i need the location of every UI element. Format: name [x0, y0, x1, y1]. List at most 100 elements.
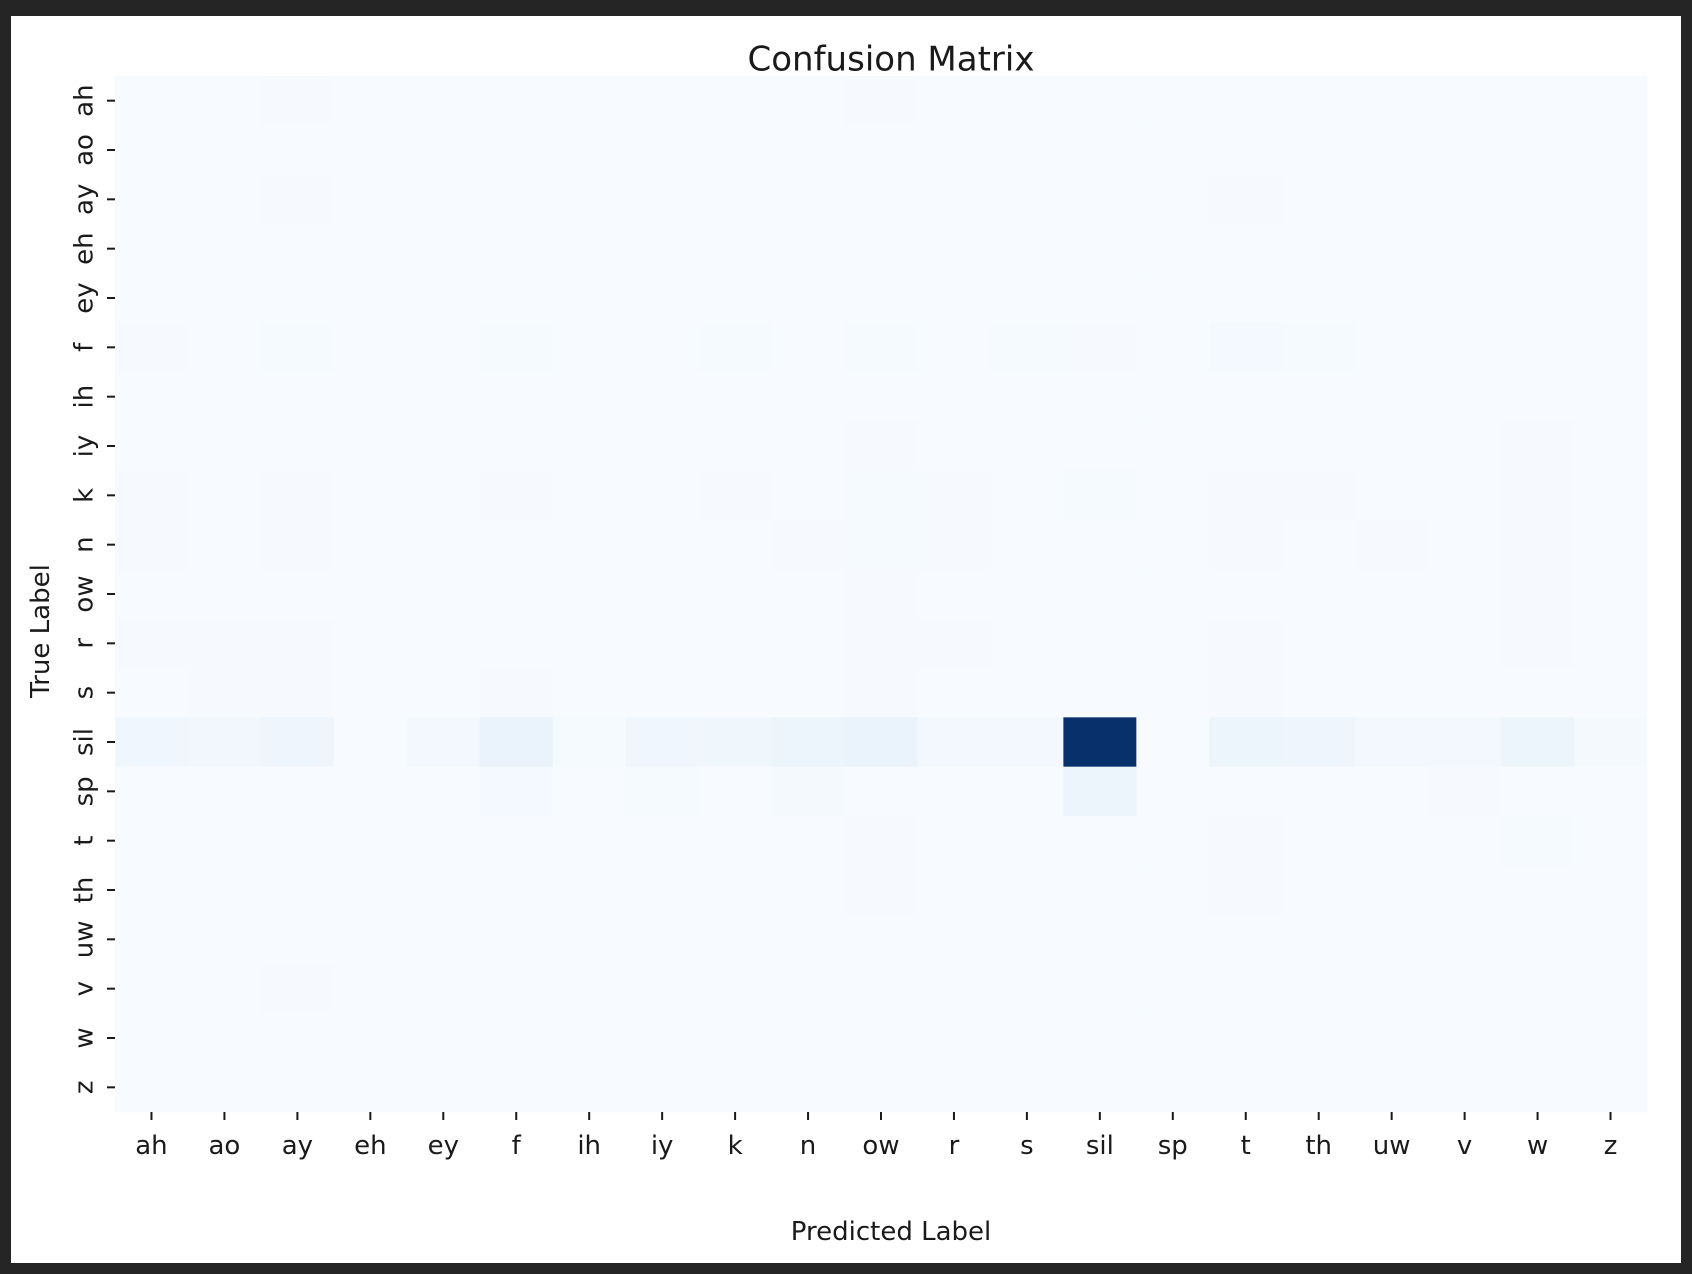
- heatmap-cell-ow-k: [698, 569, 773, 620]
- heatmap-cell-w-ih: [552, 1013, 627, 1064]
- x-tick-label: ay: [282, 1131, 313, 1161]
- heatmap-cell-f-uw: [1355, 322, 1429, 373]
- heatmap-cell-iy-z: [1574, 421, 1648, 472]
- heatmap-cell-s-f: [479, 668, 554, 718]
- heatmap-cell-t-th: [1282, 816, 1356, 866]
- heatmap-cell-ey-sp: [1136, 273, 1210, 324]
- heatmap-cell-r-s: [990, 618, 1064, 669]
- heatmap-cell-r-sil: [1063, 618, 1137, 669]
- x-tick-label: t: [1241, 1131, 1251, 1161]
- heatmap-cell-ah-sil: [1063, 76, 1137, 126]
- heatmap-cell-r-eh: [333, 618, 408, 669]
- heatmap-cell-ey-ey: [406, 273, 481, 324]
- heatmap-cell-v-sil: [1063, 964, 1137, 1014]
- heatmap-cell-w-th: [1282, 1013, 1356, 1064]
- heatmap-cell-uw-sil: [1063, 914, 1137, 965]
- x-axis: ah ao ay eh ey f ih iy k n ow r s sil sp t th uw v w z: [135, 1112, 1617, 1161]
- y-tick-label: v: [70, 981, 100, 996]
- heatmap-cell-k-ey: [406, 470, 481, 521]
- heatmap-cell-n-ay: [260, 520, 335, 570]
- heatmap-cell-ah-ey: [406, 76, 481, 126]
- heatmap-cell-sil-f: [479, 717, 554, 768]
- heatmap-cell-r-ao: [187, 618, 262, 669]
- x-tick-label: uw: [1373, 1131, 1411, 1161]
- y-tick-label: ey: [70, 282, 100, 313]
- heatmap-cell-f-ey: [406, 322, 481, 373]
- heatmap-cell-k-ay: [260, 470, 335, 521]
- heatmap-cell-ao-f: [479, 125, 554, 176]
- heatmap-cell-n-ih: [552, 520, 627, 570]
- heatmap-cell-t-v: [1428, 816, 1502, 866]
- heatmap-cell-s-ih: [552, 668, 627, 718]
- heatmap-cell-ao-k: [698, 125, 773, 176]
- heatmap-cell-ay-ao: [187, 174, 262, 225]
- heatmap-cell-f-ay: [260, 322, 335, 373]
- heatmap-cell-ay-t: [1209, 174, 1283, 225]
- heatmap-cell-r-v: [1428, 618, 1502, 669]
- heatmap-cell-w-s: [990, 1013, 1064, 1064]
- heatmap-cell-ey-s: [990, 273, 1064, 324]
- heatmap-cell-uw-v: [1428, 914, 1502, 965]
- heatmap-cell-ay-eh: [333, 174, 408, 225]
- heatmap-cell-ay-w: [1501, 174, 1575, 225]
- heatmap-cell-f-ih: [552, 322, 627, 373]
- heatmap-cell-s-ow: [844, 668, 918, 718]
- heatmap-cell-ow-sil: [1063, 569, 1137, 620]
- x-tick-label: iy: [651, 1131, 674, 1161]
- heatmap-cell-v-ey: [406, 964, 481, 1014]
- heatmap-cell-ey-iy: [625, 273, 700, 324]
- heatmap-cell-ow-ow: [844, 569, 918, 620]
- heatmap-cell-f-th: [1282, 322, 1356, 373]
- heatmap-cell-f-iy: [625, 322, 700, 373]
- heatmap-cell-ao-w: [1501, 125, 1575, 176]
- heatmap-cell-iy-k: [698, 421, 773, 472]
- heatmap-cell-ay-z: [1574, 174, 1648, 225]
- x-tick-label: v: [1457, 1131, 1472, 1161]
- heatmap-cell-t-ah: [115, 816, 189, 866]
- y-tick-label: s: [70, 686, 100, 700]
- heatmap-cell-ao-ih: [552, 125, 627, 176]
- heatmap-cell-sil-t: [1209, 717, 1283, 768]
- heatmap-cell-z-v: [1428, 1062, 1502, 1113]
- y-tick-label: k: [70, 488, 100, 503]
- heatmap-cell-n-eh: [333, 520, 408, 570]
- heatmap-cell-t-z: [1574, 816, 1648, 866]
- heatmap-cell-th-k: [698, 865, 773, 916]
- heatmap-cell-sil-w: [1501, 717, 1575, 768]
- heatmap-cell-ah-w: [1501, 76, 1575, 126]
- heatmap-cell-ey-ao: [187, 273, 262, 324]
- heatmap-cell-th-f: [479, 865, 554, 916]
- heatmap-cell-uw-ay: [260, 914, 335, 965]
- heatmap-cell-t-n: [771, 816, 846, 866]
- heatmap-cell-sp-n: [771, 766, 846, 817]
- heatmap-cell-f-ao: [187, 322, 262, 373]
- x-tick-label: ah: [135, 1131, 167, 1161]
- heatmap-cell-v-ay: [260, 964, 335, 1014]
- heatmap-cell-ih-sp: [1136, 372, 1210, 422]
- heatmap-cell-f-t: [1209, 322, 1283, 373]
- heatmap-cell-v-w: [1501, 964, 1575, 1014]
- heatmap-cell-sp-ih: [552, 766, 627, 817]
- heatmap-cell-ah-n: [771, 76, 846, 126]
- heatmap-cell-iy-f: [479, 421, 554, 472]
- heatmap-cell-r-ey: [406, 618, 481, 669]
- heatmap-cell-sil-s: [990, 717, 1064, 768]
- x-tick-label: ih: [577, 1131, 601, 1161]
- heatmap-cell-z-uw: [1355, 1062, 1429, 1113]
- heatmap-cell-ah-r: [917, 76, 991, 126]
- heatmap-cell-ey-ih: [552, 273, 627, 324]
- heatmap-cell-r-z: [1574, 618, 1648, 669]
- heatmap-cell-ay-ay: [260, 174, 335, 225]
- y-tick-label: w: [70, 1027, 100, 1048]
- x-tick-label: n: [800, 1131, 816, 1161]
- heatmap-cell-th-ey: [406, 865, 481, 916]
- heatmap-cell-ao-ay: [260, 125, 335, 176]
- heatmap-cell-uw-eh: [333, 914, 408, 965]
- heatmap-cell-eh-ow: [844, 224, 918, 274]
- heatmap-cell-ah-ih: [552, 76, 627, 126]
- heatmap-cell-sil-ao: [187, 717, 262, 768]
- heatmap-cell-ih-ey: [406, 372, 481, 422]
- heatmap-cell-k-w: [1501, 470, 1575, 521]
- heatmap-cell-ao-n: [771, 125, 846, 176]
- heatmap-cell-eh-ay: [260, 224, 335, 274]
